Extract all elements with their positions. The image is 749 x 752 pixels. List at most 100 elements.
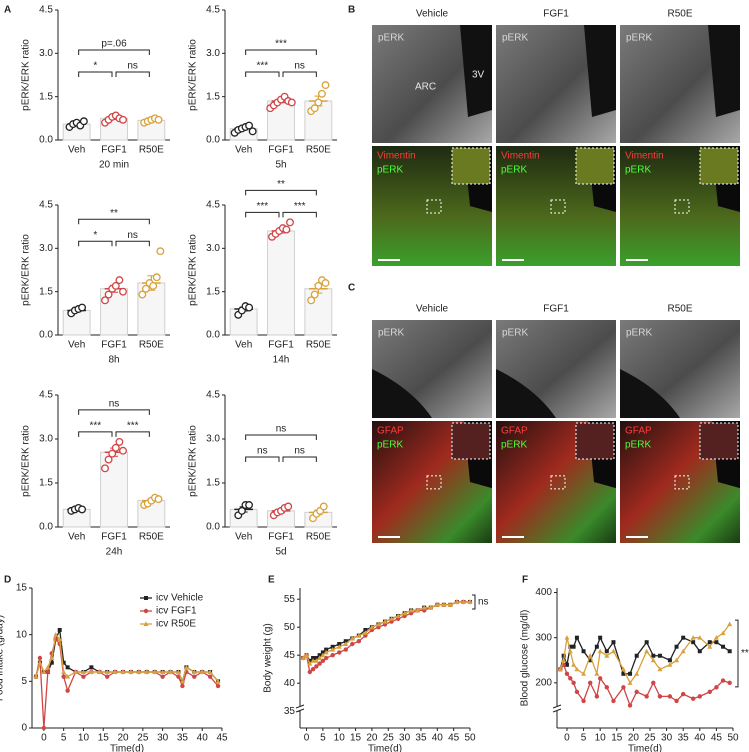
marker <box>314 664 319 669</box>
marker <box>191 669 197 674</box>
y-tick-label: 55 <box>284 594 296 605</box>
marker <box>369 624 375 630</box>
x-axis-title: 14h <box>273 355 290 366</box>
marker <box>49 660 54 665</box>
y-tick-label: 4.5 <box>39 200 53 211</box>
x-tick-label: 50 <box>727 733 739 744</box>
data-point <box>115 276 124 285</box>
data-point <box>282 225 291 234</box>
y-tick-label: 3.0 <box>206 434 220 445</box>
y-tick-label: 1.5 <box>206 478 220 489</box>
column-title: FGF1 <box>543 9 569 20</box>
marker <box>144 596 148 600</box>
marker <box>727 621 733 627</box>
column-title: Vehicle <box>416 304 449 315</box>
y-tick-label: 0.0 <box>206 330 220 341</box>
marker <box>104 669 110 674</box>
data-point <box>286 218 294 227</box>
ventricle <box>372 369 432 418</box>
marker <box>307 661 313 666</box>
marker <box>604 649 609 654</box>
y-axis-title: Food intake (g/day) <box>0 615 6 701</box>
marker <box>310 658 316 663</box>
marker <box>45 669 51 675</box>
significance-bracket <box>245 49 317 55</box>
data-point <box>314 281 323 290</box>
significance-label: ns <box>294 446 305 457</box>
x-tick-label: 10 <box>334 733 346 744</box>
marker <box>581 698 586 704</box>
marker <box>320 650 325 655</box>
marker <box>460 599 466 604</box>
significance-label: *** <box>256 201 268 212</box>
marker <box>314 656 319 660</box>
data-point <box>310 290 319 299</box>
marker <box>604 653 610 658</box>
region-label: 3V <box>472 70 485 81</box>
y-tick-label: 0.0 <box>39 330 53 341</box>
marker <box>168 669 174 674</box>
significance-label: ** <box>741 648 749 659</box>
y-tick-label: 1.5 <box>206 286 220 297</box>
data-point <box>108 449 117 458</box>
y-tick-label: 1.5 <box>39 91 53 102</box>
marker <box>680 691 686 697</box>
significance-bracket <box>78 409 150 415</box>
marker <box>65 688 70 693</box>
significance-bracket <box>245 211 280 218</box>
significance-label: ns <box>127 61 138 72</box>
marker <box>41 725 47 731</box>
significance-bracket <box>78 49 150 55</box>
marker <box>300 655 306 660</box>
significance-bracket <box>735 619 739 688</box>
data-point <box>307 296 316 305</box>
y-axis-title: pERK/ERK ratio <box>21 39 32 111</box>
x-axis-title: 8h <box>108 355 119 366</box>
data-point <box>78 303 87 312</box>
marker <box>65 665 70 670</box>
axis-break <box>295 704 305 713</box>
y-tick-label: 3.0 <box>206 48 220 59</box>
y-tick-label: 0.0 <box>206 135 220 146</box>
marker <box>57 636 63 642</box>
x-tick-label: Veh <box>235 532 252 543</box>
x-tick-label: 40 <box>694 733 706 744</box>
significance-label: * <box>93 61 97 72</box>
marker <box>49 655 55 660</box>
y-tick-label: 15 <box>16 583 28 594</box>
marker <box>714 640 719 645</box>
channel-label: pERK <box>502 33 528 44</box>
marker <box>597 676 603 681</box>
marker <box>604 685 610 690</box>
marker <box>37 660 43 665</box>
significance-bracket <box>78 71 113 77</box>
marker <box>441 602 447 607</box>
data-point <box>287 98 296 107</box>
data-point <box>78 505 87 514</box>
x-tick-label: FGF1 <box>268 532 294 543</box>
y-tick-label: 3.0 <box>206 243 220 254</box>
marker <box>207 669 213 674</box>
marker <box>330 644 335 649</box>
marker <box>571 644 576 649</box>
legend-label: icv R50E <box>156 619 196 630</box>
y-tick-label: 40 <box>284 678 296 689</box>
marker <box>598 635 603 640</box>
marker <box>634 689 639 695</box>
marker <box>144 669 150 674</box>
marker <box>657 653 662 658</box>
y-tick-label: 300 <box>535 632 552 643</box>
significance-bracket <box>245 71 280 77</box>
channel-label: pERK <box>625 440 651 451</box>
x-tick-label: Veh <box>68 532 85 543</box>
bar <box>100 451 128 528</box>
roi-box <box>674 475 690 490</box>
data-point <box>284 502 293 511</box>
data-point <box>237 506 246 515</box>
data-point <box>245 121 254 130</box>
inset <box>575 147 615 185</box>
marker <box>307 658 312 663</box>
marker <box>408 607 414 613</box>
y-tick-label: 35 <box>284 706 296 717</box>
